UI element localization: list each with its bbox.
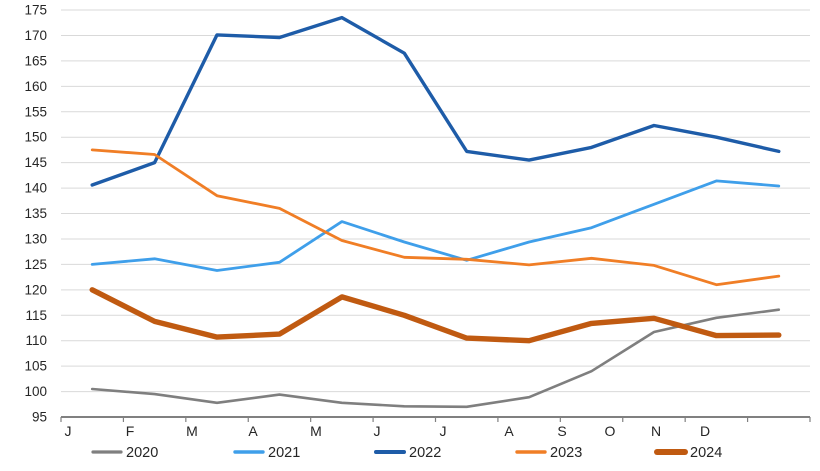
x-axis-label-8: S — [557, 423, 566, 439]
y-axis-label-105: 105 — [24, 359, 47, 374]
legend-item-2021: 2021 — [233, 445, 300, 461]
y-axis-label-165: 165 — [24, 53, 47, 68]
legend-item-2022: 2022 — [374, 445, 441, 461]
y-axis-label-130: 130 — [24, 231, 47, 246]
x-axis-label-0: J — [65, 423, 72, 439]
x-axis-label-4: M — [310, 423, 322, 439]
x-axis-label-6: J — [440, 423, 447, 439]
y-axis-label-160: 160 — [24, 79, 47, 94]
legend-label-2021: 2021 — [268, 445, 300, 461]
y-axis-label-110: 110 — [25, 333, 47, 348]
x-axis-label-3: A — [248, 423, 258, 439]
series-line-2024 — [89, 287, 782, 344]
y-axis-label-125: 125 — [24, 257, 47, 272]
legend-item-2020: 2020 — [91, 445, 158, 461]
y-axis-label-120: 120 — [24, 282, 47, 297]
y-axis-label-170: 170 — [24, 28, 47, 43]
legend-label-2023: 2023 — [550, 445, 582, 461]
series-line-2021 — [90, 179, 781, 272]
legend-label-2022: 2022 — [409, 445, 441, 461]
legend-item-2023: 2023 — [515, 445, 582, 461]
x-axis-label-5: J — [374, 423, 381, 439]
legend-label-2024: 2024 — [690, 445, 722, 461]
x-axis-label-2: M — [186, 423, 198, 439]
series-line-2022 — [90, 15, 781, 187]
series-line-2020 — [90, 308, 781, 409]
y-axis-label-155: 155 — [24, 104, 47, 119]
y-axis-label-150: 150 — [24, 130, 47, 145]
x-axis-label-1: F — [126, 423, 135, 439]
y-axis-label-175: 175 — [24, 3, 47, 18]
y-axis-label-145: 145 — [24, 155, 47, 170]
y-axis-label-95: 95 — [32, 410, 47, 425]
legend-label-2020: 2020 — [126, 445, 158, 461]
x-axis-label-11: D — [700, 423, 710, 439]
x-axis-label-9: O — [605, 423, 616, 439]
y-axis-label-140: 140 — [24, 181, 47, 196]
y-axis-label-135: 135 — [24, 206, 47, 221]
y-axis-label-100: 100 — [24, 384, 47, 399]
legend: 2020 2021 2022 2023 2024 — [91, 445, 722, 461]
series-line-2023 — [90, 148, 781, 287]
y-axis-label-115: 115 — [25, 308, 47, 323]
legend-item-2024: 2024 — [654, 445, 722, 461]
x-axis-label-7: A — [504, 423, 514, 439]
x-axis-label-10: N — [651, 423, 661, 439]
